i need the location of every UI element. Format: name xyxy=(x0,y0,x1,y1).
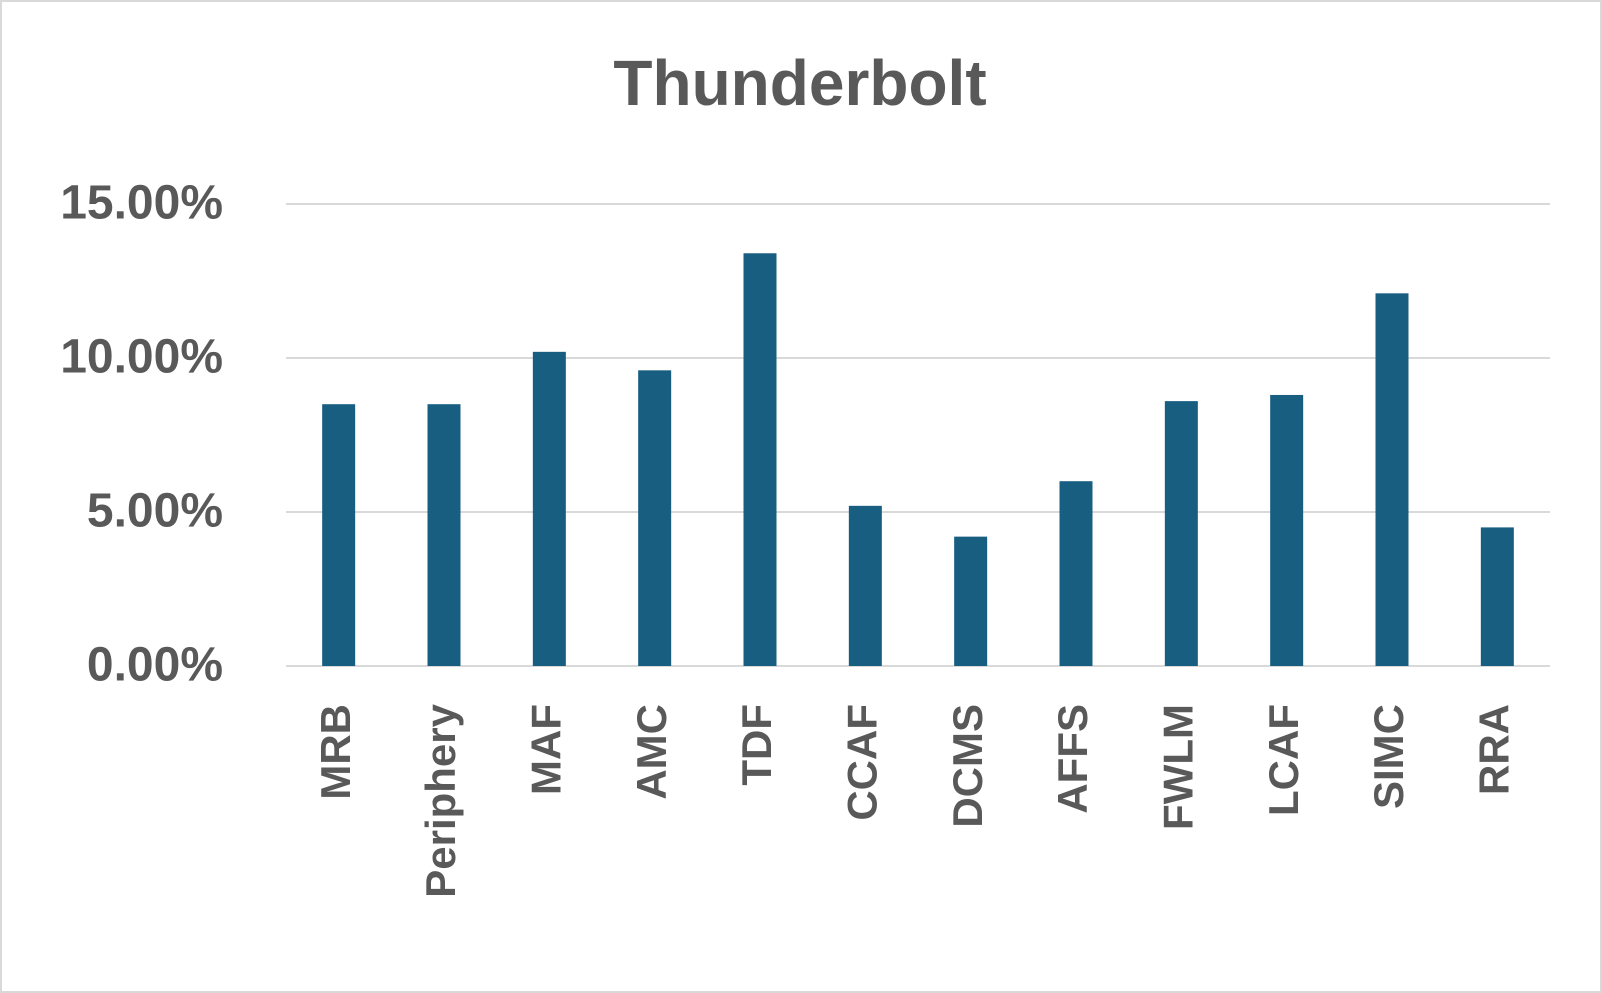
bar xyxy=(427,404,461,666)
bar xyxy=(322,404,356,666)
x-tick-label: LCAF xyxy=(1260,704,1307,816)
x-tick-label: Periphery xyxy=(417,703,464,897)
x-tick-label: MRB xyxy=(312,704,359,800)
bar xyxy=(1480,527,1514,666)
x-tick-label: TDF xyxy=(733,704,780,786)
bar xyxy=(954,536,988,666)
bar xyxy=(638,370,672,666)
bar xyxy=(1375,293,1409,666)
x-tick-label: DCMS xyxy=(944,704,991,828)
x-tick-label: SIMC xyxy=(1365,704,1412,809)
x-tick-label: FWLM xyxy=(1154,704,1201,830)
bar xyxy=(848,505,882,666)
bar xyxy=(1059,481,1093,666)
x-tick-label: MAF xyxy=(522,704,569,795)
y-tick-label: 0.00% xyxy=(87,639,223,692)
bar xyxy=(743,253,777,666)
bar xyxy=(532,351,566,666)
x-tick-label: RRA xyxy=(1470,704,1517,795)
bar xyxy=(1270,394,1304,666)
x-tick-label: CCAF xyxy=(838,704,885,821)
x-tick-label: AMC xyxy=(628,704,675,800)
y-tick-label: 15.00% xyxy=(60,177,223,230)
y-tick-label: 10.00% xyxy=(60,331,223,384)
y-tick-label: 5.00% xyxy=(87,485,223,538)
x-tick-label: AFFS xyxy=(1049,704,1096,814)
bar xyxy=(1164,401,1198,666)
chart-title: Thunderbolt xyxy=(613,47,986,119)
